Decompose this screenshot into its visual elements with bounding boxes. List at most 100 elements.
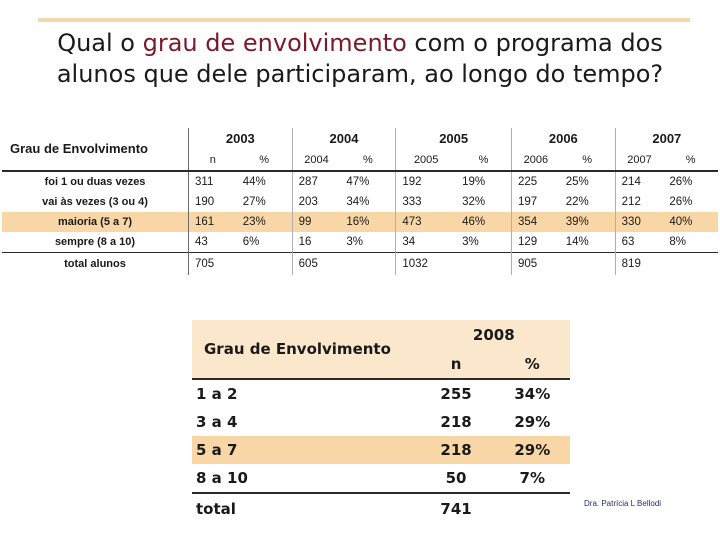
- cell: 333: [395, 192, 457, 212]
- table-row: vai às vezes (3 ou 4) 190 27% 203 34% 33…: [2, 192, 718, 212]
- title-text: Qual o: [57, 29, 143, 57]
- table-row: 1 a 2 255 34%: [192, 378, 570, 408]
- cell: 212: [614, 192, 664, 212]
- subheader: 2007: [614, 150, 664, 172]
- table-row: sempre (8 a 10) 43 6% 16 3% 34 3% 129 14…: [2, 232, 718, 253]
- title-line-1: Qual o grau de envolvimento com o progra…: [0, 28, 720, 59]
- row-label: vai às vezes (3 ou 4): [2, 192, 189, 212]
- subheader: %: [340, 150, 396, 172]
- cell: 43: [195, 236, 208, 248]
- cell: 44%: [242, 176, 266, 188]
- cell: 29%: [494, 436, 570, 464]
- cell: 29%: [514, 413, 551, 431]
- column-header-label: Grau de Envolvimento: [2, 128, 189, 172]
- subheader: 2005: [395, 150, 457, 172]
- subheader: 2006: [510, 150, 560, 172]
- cell: 19%: [462, 176, 486, 188]
- cell: 34%: [346, 196, 370, 208]
- table-row: 3 a 4 218 29%: [192, 408, 570, 436]
- cell: 3%: [462, 236, 479, 248]
- cell: 190: [195, 196, 215, 208]
- cell: 705: [188, 252, 237, 275]
- cell: 255: [417, 378, 495, 408]
- cell: 354: [510, 212, 560, 232]
- title-highlight: grau de envolvimento: [142, 29, 407, 57]
- cell: 1032: [395, 252, 457, 275]
- total-label: total: [192, 492, 418, 524]
- subheader: %: [236, 150, 293, 172]
- cell: 16: [291, 232, 341, 253]
- cell: 7%: [519, 469, 546, 487]
- year-header: 2007: [614, 128, 718, 150]
- row-label: maioria (5 a 7): [2, 212, 189, 232]
- year-header: 2006: [511, 128, 616, 150]
- cell: 47%: [346, 176, 370, 188]
- top-accent-bar: [38, 18, 690, 22]
- year-header-row: Grau de Envolvimento 2003 2004 2005 2006…: [2, 128, 718, 172]
- row-label: 5 a 7: [192, 436, 418, 464]
- cell: 192: [395, 171, 457, 192]
- cell: 8%: [669, 236, 686, 248]
- cell: 819: [614, 252, 664, 275]
- year-header: 2004: [291, 128, 396, 150]
- cell: 218: [417, 436, 495, 464]
- cell: 27%: [242, 196, 266, 208]
- cell: 14%: [565, 236, 589, 248]
- cell: 311: [195, 176, 214, 188]
- row-label: sempre (8 a 10): [2, 232, 189, 253]
- cell: 905: [510, 252, 560, 275]
- row-label: 8 a 10: [196, 469, 248, 487]
- cell: 214: [614, 171, 664, 192]
- total-row: total 741: [192, 492, 570, 524]
- cell: 287: [291, 171, 341, 192]
- cell: 16%: [340, 212, 396, 232]
- total-label: total alunos: [2, 252, 189, 275]
- cell: 46%: [456, 212, 512, 232]
- title-text: com o programa dos: [406, 29, 663, 57]
- subheader: %: [663, 150, 718, 172]
- cell: 34: [395, 232, 457, 253]
- cell: [494, 492, 570, 524]
- cell: [340, 252, 396, 275]
- row-label: 1 a 2: [192, 378, 418, 408]
- cell: 218: [440, 413, 472, 431]
- subheader: n: [188, 150, 237, 172]
- cell: 473: [395, 212, 457, 232]
- cell: 161: [188, 212, 237, 232]
- cell: [236, 252, 293, 275]
- cell: 3%: [346, 236, 363, 248]
- subheader: n: [450, 355, 462, 373]
- total-row: total alunos 705 605 1032 905 819: [2, 252, 718, 275]
- column-header-label: Grau de Envolvimento: [204, 340, 391, 358]
- table-row: foi 1 ou duas vezes 311 44% 287 47% 192 …: [2, 171, 718, 192]
- title-line-2: alunos que dele participaram, ao longo d…: [56, 60, 664, 88]
- cell: 63: [614, 232, 664, 253]
- cell: 32%: [462, 196, 486, 208]
- row-label: foi 1 ou duas vezes: [2, 171, 189, 192]
- cell: 6%: [242, 236, 260, 248]
- year-header: 2008: [472, 326, 515, 344]
- table-row: 8 a 10 50 7%: [192, 464, 570, 493]
- cell: 330: [614, 212, 664, 232]
- cell: 23%: [236, 212, 293, 232]
- cell: 26%: [669, 176, 693, 188]
- engagement-by-year-table: Grau de Envolvimento 2003 2004 2005 2006…: [2, 128, 718, 275]
- cell: 22%: [565, 196, 589, 208]
- cell: 197: [510, 192, 560, 212]
- cell: 40%: [663, 212, 718, 232]
- engagement-2008-table: Grau de Envolvimento 2008 n % 1 a 2 255 …: [192, 320, 570, 524]
- cell: [559, 252, 616, 275]
- cell: 225: [510, 171, 560, 192]
- cell: 39%: [559, 212, 616, 232]
- subheader: %: [456, 150, 512, 172]
- slide-title: Qual o grau de envolvimento com o progra…: [0, 28, 720, 90]
- year-header: 2003: [225, 131, 255, 146]
- cell: 25%: [565, 176, 589, 188]
- header-row: Grau de Envolvimento 2008: [192, 320, 570, 358]
- subheader: %: [524, 355, 540, 373]
- cell: 741: [417, 492, 495, 524]
- table-row-highlighted: maioria (5 a 7) 161 23% 99 16% 473 46% 3…: [2, 212, 718, 232]
- subheader-row: n % 2004 % 2005 % 2006 % 2007 %: [2, 150, 718, 172]
- cell: 50: [445, 469, 467, 487]
- year-header: 2005: [395, 128, 512, 150]
